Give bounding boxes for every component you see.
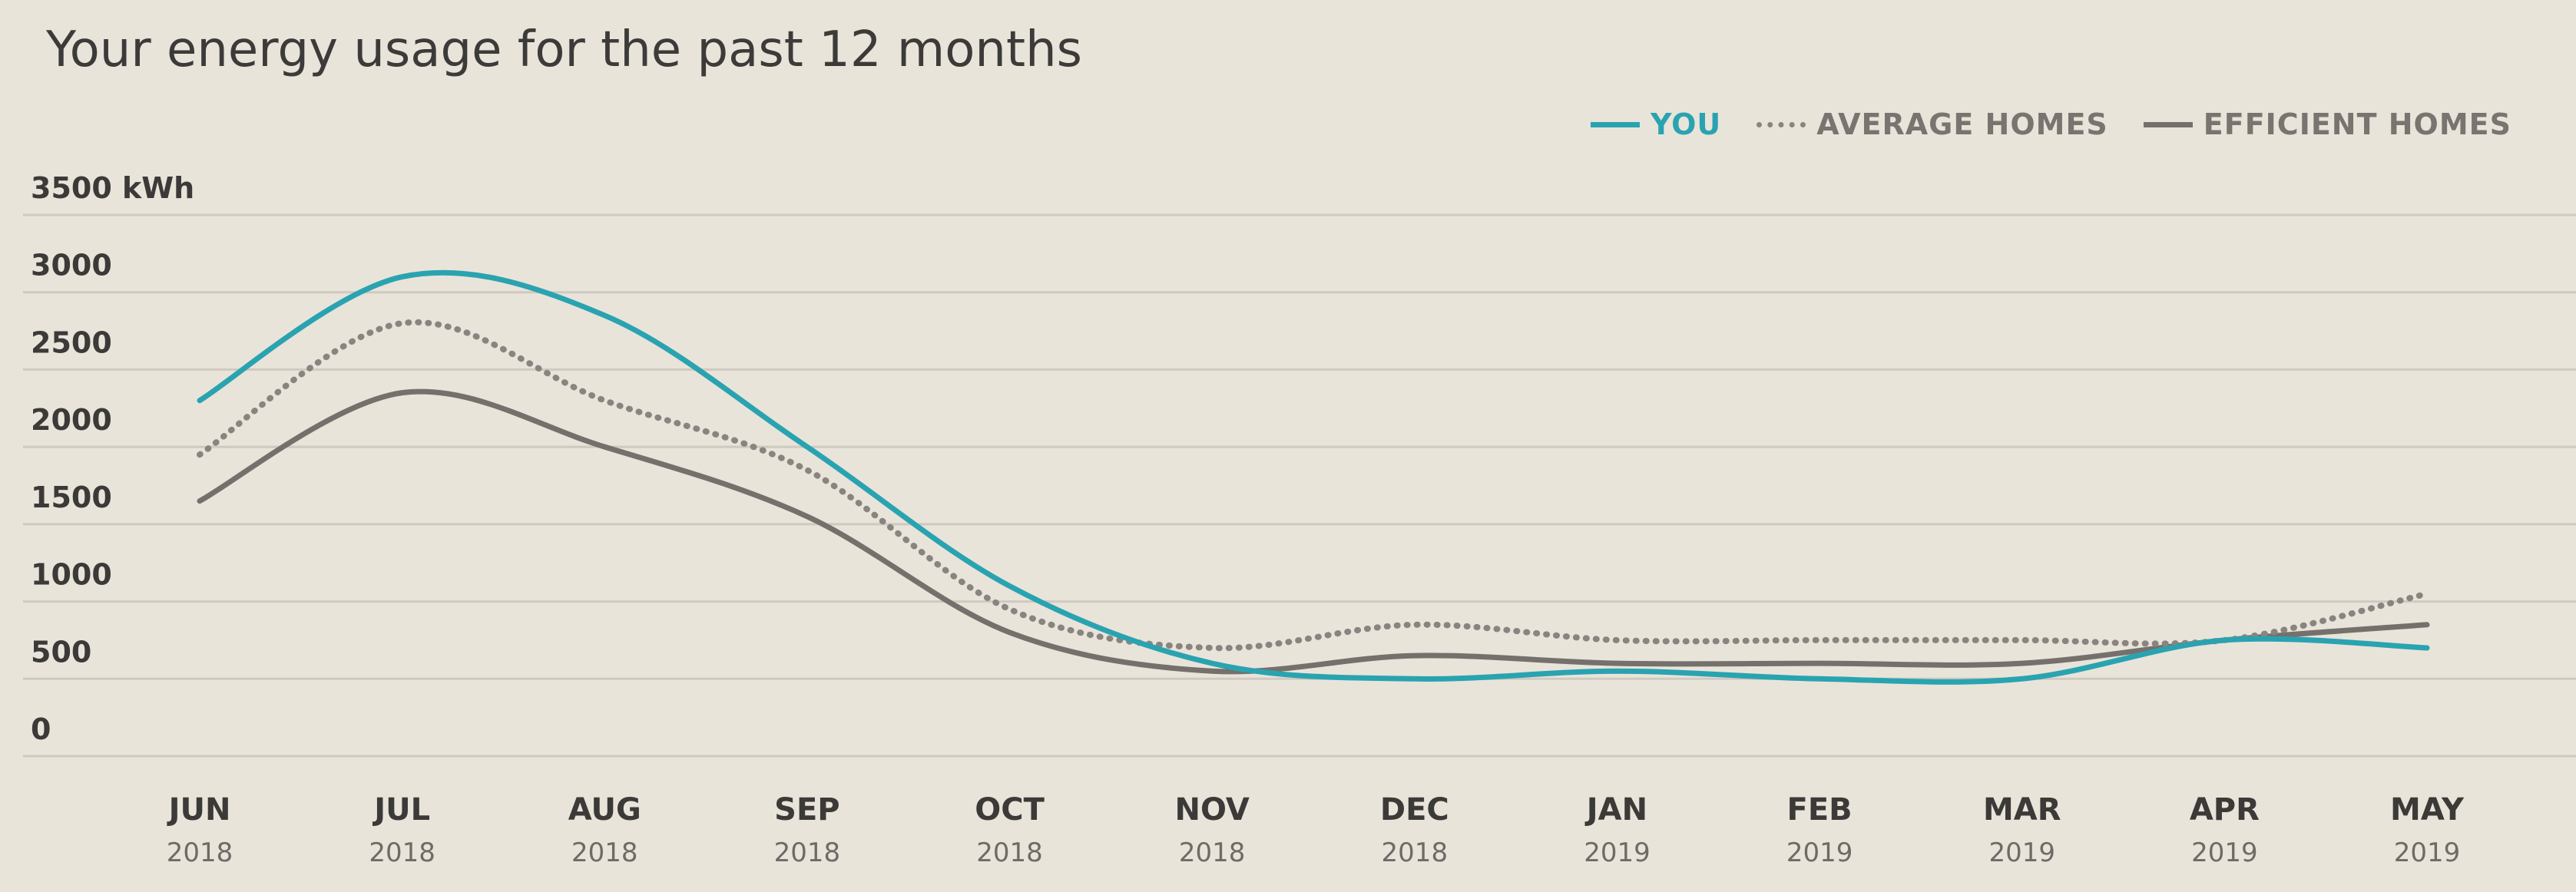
y-tick-label: 1000 — [31, 558, 112, 592]
y-tick-label: 500 — [31, 635, 91, 669]
y-tick-label: 0 — [31, 712, 51, 746]
chart-legend: YOU AVERAGE HOMES EFFICIENT HOMES — [1590, 107, 2511, 141]
legend-label-efficient-homes: EFFICIENT HOMES — [2203, 107, 2511, 141]
y-tick-label: 2500 — [31, 325, 112, 359]
x-tick-label: FEB — [1787, 792, 1853, 828]
series-line-you — [197, 269, 2430, 685]
legend-item-you: YOU — [1590, 107, 1722, 141]
legend-item-average-homes: AVERAGE HOMES — [1757, 107, 2108, 141]
x-tick-year-label: 2018 — [571, 837, 638, 868]
y-axis-ticks: 0 500 1000 1500 2000 2500 3000 3500 kWh — [31, 171, 194, 746]
y-tick-label: 1500 — [31, 481, 112, 514]
x-tick-year-label: 2019 — [1584, 837, 1651, 868]
y-tick-label: 3000 — [31, 249, 112, 282]
grid-lines — [23, 213, 2576, 758]
x-tick-year-label: 2018 — [976, 837, 1043, 868]
x-tick-label: MAY — [2390, 792, 2465, 828]
legend-swatch-average-homes — [1757, 121, 1806, 127]
legend-label-average-homes: AVERAGE HOMES — [1816, 107, 2108, 141]
y-tick-label: 3500 kWh — [31, 171, 194, 205]
x-tick-year-label: 2018 — [369, 837, 435, 868]
x-tick-year-label: 2019 — [2394, 837, 2461, 868]
legend-label-you: YOU — [1650, 107, 1722, 141]
x-tick-year-label: 2018 — [167, 837, 233, 868]
series-line-average-homes — [197, 319, 2430, 652]
legend-swatch-you — [1590, 121, 1640, 127]
x-tick-year-label: 2018 — [1382, 837, 1449, 868]
page-title: Your energy usage for the past 12 months — [46, 21, 1082, 78]
x-axis-ticks: JUN 2018 JUL 2018 AUG 2018 SEP 2018 OCT 2018 NOV 20… — [167, 792, 2465, 868]
x-tick-year-label: 2019 — [1786, 837, 1853, 868]
x-tick-label: JUL — [372, 792, 430, 828]
x-tick-label: MAR — [1983, 792, 2061, 828]
x-tick-label: OCT — [975, 792, 1045, 828]
x-tick-label: SEP — [774, 792, 839, 828]
x-tick-label: NOV — [1174, 792, 1249, 828]
x-tick-label: DEC — [1380, 792, 1449, 828]
x-tick-year-label: 2018 — [1179, 837, 1246, 868]
x-tick-label: JUN — [167, 792, 231, 828]
x-tick-label: AUG — [568, 792, 641, 828]
x-tick-label: APR — [2190, 792, 2260, 828]
x-tick-label: JAN — [1584, 792, 1647, 828]
legend-item-efficient-homes: EFFICIENT HOMES — [2143, 107, 2511, 141]
legend-swatch-efficient-homes — [2143, 121, 2193, 127]
x-tick-year-label: 2019 — [2191, 837, 2258, 868]
x-tick-year-label: 2018 — [774, 837, 841, 868]
series-line-efficient-homes — [197, 388, 2430, 675]
series-lines — [197, 269, 2430, 685]
x-tick-year-label: 2019 — [1988, 837, 2055, 868]
y-tick-label: 2000 — [31, 403, 112, 437]
